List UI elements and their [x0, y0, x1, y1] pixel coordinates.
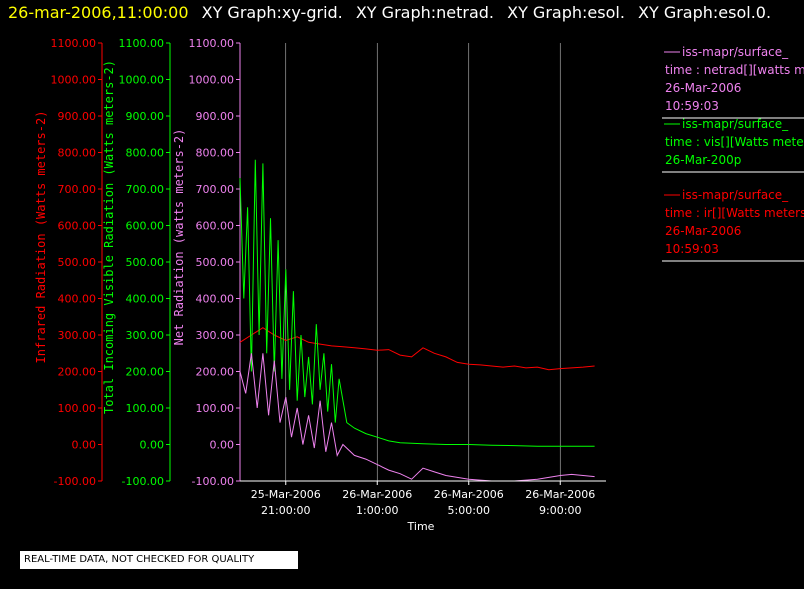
y-tick-label-0-1: 1000.00	[51, 74, 97, 87]
y-tick-label-1-0: 1100.00	[119, 37, 165, 50]
x-tick-label-date-3: 26-Mar-2006	[525, 488, 595, 501]
y-tick-label-0-2: 900.00	[58, 110, 97, 123]
y-tick-label-0-8: 300.00	[58, 329, 97, 342]
y-tick-label-2-1: 1000.00	[189, 74, 235, 87]
y-tick-label-0-3: 800.00	[58, 147, 97, 160]
y-tick-label-1-9: 200.00	[126, 366, 165, 379]
legend-text-0-0: iss-mapr/surface_	[682, 45, 789, 59]
legend-text-2-1: time : ir[][Watts meters	[665, 206, 804, 220]
x-tick-label-time-0: 21:00:00	[261, 504, 310, 517]
y-tick-label-1-4: 700.00	[126, 183, 165, 196]
graph-title-xy-grid: XY Graph:xy-grid.	[201, 3, 343, 22]
y-tick-label-0-10: 100.00	[58, 402, 97, 415]
x-tick-label-date-0: 25-Mar-2006	[251, 488, 321, 501]
x-tick-label-date-1: 26-Mar-2006	[342, 488, 412, 501]
y-tick-label-1-11: 0.00	[140, 439, 165, 452]
y-axis-label-1: Total Incoming Visible Radiation (Watts …	[102, 60, 116, 414]
y-tick-label-0-6: 500.00	[58, 256, 97, 269]
y-tick-label-0-11: 0.00	[72, 439, 97, 452]
header-timestamp: 26-mar-2006,11:00:00	[8, 3, 189, 22]
y-tick-label-1-3: 800.00	[126, 147, 165, 160]
legend-text-1-2: 26-Mar-200p	[665, 153, 741, 167]
y-tick-label-0-9: 200.00	[58, 366, 97, 379]
legend-text-2-3: 10:59:03	[665, 242, 719, 256]
legend-text-2-0: iss-mapr/surface_	[682, 188, 789, 202]
y-tick-label-2-2: 900.00	[196, 110, 235, 123]
y-tick-label-2-9: 200.00	[196, 366, 235, 379]
y-tick-label-2-3: 800.00	[196, 147, 235, 160]
y-tick-label-2-10: 100.00	[196, 402, 235, 415]
quality-notice: REAL-TIME DATA, NOT CHECKED FOR QUALITY	[20, 551, 298, 569]
series-line-net	[239, 353, 595, 482]
y-tick-label-2-8: 300.00	[196, 329, 235, 342]
y-tick-label-0-5: 600.00	[58, 220, 97, 233]
y-axes-group: 1100.00 1000.00 900.00 800.00 700.00 600.00 50…	[34, 37, 241, 488]
y-tick-label-1-5: 600.00	[126, 220, 165, 233]
x-tick-label-time-2: 5:00:00	[448, 504, 490, 517]
y-tick-label-0-4: 700.00	[58, 183, 97, 196]
y-axis-label-0: Infrared Radiation (Watts meters-2)	[34, 111, 48, 364]
graph-title-netrad: XY Graph:netrad.	[355, 3, 495, 22]
graph-title-esol: XY Graph:esol.	[507, 3, 625, 22]
y-tick-label-1-1: 1000.00	[119, 74, 165, 87]
y-tick-label-2-4: 700.00	[196, 183, 235, 196]
legend-text-2-2: 26-Mar-2006	[665, 224, 741, 238]
x-axis-group: 25-Mar-2006 21:00:00 26-Mar-2006 1:00:00 26-…	[240, 480, 606, 517]
legend-group: iss-mapr/surface_time : netrad[][watts m…	[662, 45, 804, 262]
y-tick-label-2-5: 600.00	[196, 220, 235, 233]
y-tick-label-1-10: 100.00	[126, 402, 165, 415]
y-tick-label-2-12: -100.00	[192, 475, 234, 488]
y-tick-label-2-7: 400.00	[196, 293, 235, 306]
series-group	[239, 159, 595, 482]
y-tick-label-0-0: 1100.00	[51, 37, 97, 50]
y-tick-label-1-8: 300.00	[126, 329, 165, 342]
graph-title-esol-0: XY Graph:esol.0.	[638, 3, 772, 22]
legend-text-0-3: 10:59:03	[665, 99, 719, 113]
y-tick-label-0-12: -100.00	[54, 475, 96, 488]
legend-text-1-0: iss-mapr/surface_	[682, 117, 789, 131]
x-tick-label-time-3: 9:00:00	[539, 504, 581, 517]
x-tick-label-date-2: 26-Mar-2006	[434, 488, 504, 501]
legend-text-0-1: time : netrad[][watts m	[665, 63, 804, 77]
y-axis-label-2: Net Radiation (watts meters-2)	[172, 129, 186, 346]
y-tick-label-2-0: 1100.00	[189, 37, 235, 50]
y-tick-label-1-7: 400.00	[126, 293, 165, 306]
header: 26-mar-2006,11:00:00 XY Graph:xy-grid. X…	[8, 2, 771, 24]
x-axis-label: Time	[407, 520, 435, 533]
y-tick-label-1-12: -100.00	[122, 475, 164, 488]
y-tick-label-2-11: 0.00	[210, 439, 235, 452]
x-tick-label-time-1: 1:00:00	[356, 504, 398, 517]
y-tick-label-1-6: 500.00	[126, 256, 165, 269]
legend-text-1-1: time : vis[][Watts meter	[665, 135, 804, 149]
y-tick-label-0-7: 400.00	[58, 293, 97, 306]
y-tick-label-1-2: 900.00	[126, 110, 165, 123]
series-line-ir	[239, 327, 595, 371]
series-line-vis	[239, 159, 595, 447]
y-tick-label-2-6: 500.00	[196, 256, 235, 269]
legend-text-0-2: 26-Mar-2006	[665, 81, 741, 95]
grid-group	[285, 43, 561, 481]
